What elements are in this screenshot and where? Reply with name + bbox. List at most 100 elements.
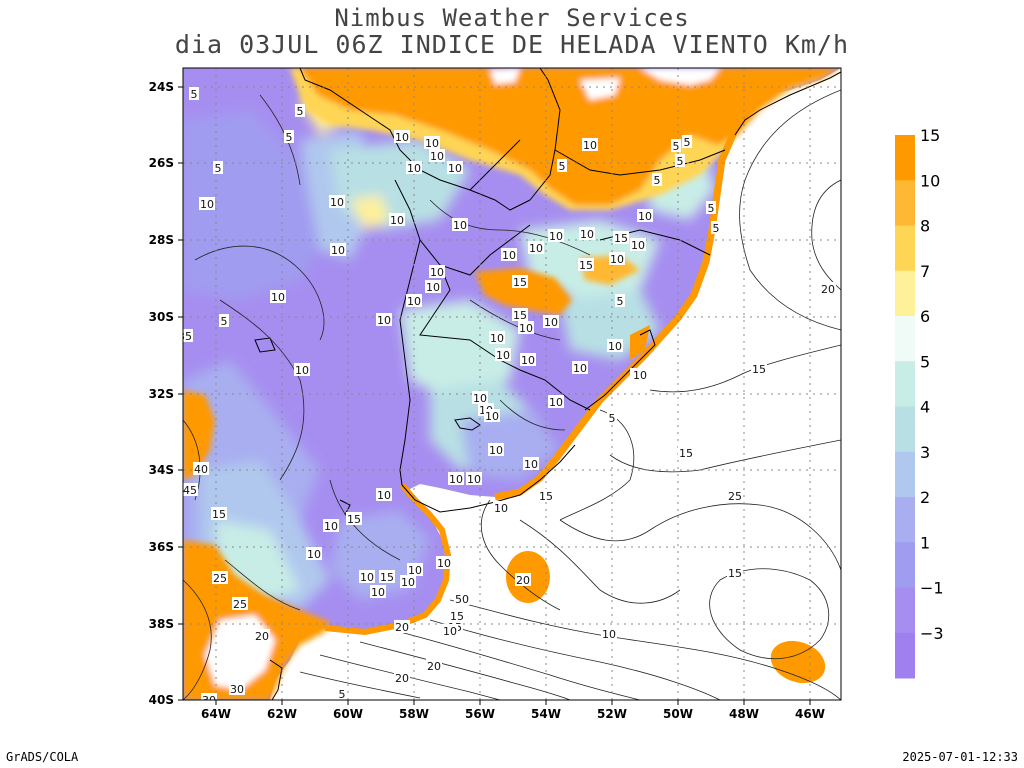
contour-label: 15 <box>728 567 742 580</box>
contour-label: 10 <box>324 520 338 533</box>
contour-label: 10 <box>473 392 487 405</box>
lon-label: 48W <box>729 707 759 721</box>
contour-label-bg <box>727 489 743 502</box>
lon-label: 60W <box>333 707 363 721</box>
contour-label-bg <box>528 241 544 254</box>
contour-label-bg <box>706 201 716 214</box>
contour-label-bg <box>0 0 5 6</box>
contour-label: 10 <box>407 295 421 308</box>
contour-label-bg <box>429 149 445 162</box>
contour-label: 15 <box>752 363 766 376</box>
contour-label-bg <box>727 566 743 579</box>
contour-label: 10 <box>521 354 535 367</box>
lat-label: 26S <box>149 156 174 170</box>
plot-frame <box>182 67 842 701</box>
contour-label: 5 <box>0 0 4 7</box>
contour-label: 10 <box>638 210 652 223</box>
contour-label: 15 <box>513 276 527 289</box>
contour-label-bg <box>515 573 531 586</box>
lat-label: 30S <box>149 310 174 324</box>
contour-label-bg <box>630 238 646 251</box>
contour-label-bg <box>199 197 215 210</box>
contour-label-bg <box>579 227 595 240</box>
contour-label-bg <box>671 139 681 152</box>
contour-label: 15 <box>380 571 394 584</box>
contour-label: 5 <box>221 315 228 328</box>
contour-label: 10 <box>610 253 624 266</box>
contour-label: 10 <box>519 322 533 335</box>
contour-label-bg <box>466 472 482 485</box>
contour-label: 10 <box>395 131 409 144</box>
contour-label-bg <box>582 138 598 151</box>
contour-label-bg <box>346 512 362 525</box>
contour-label-bg <box>189 87 199 100</box>
contour-label-bg <box>448 472 464 485</box>
lat-label: 24S <box>149 80 174 94</box>
legend-swatch <box>895 361 915 407</box>
contour-label-bg <box>637 209 653 222</box>
graticule <box>183 68 841 700</box>
contour-label: 10 <box>580 228 594 241</box>
contour-label: 5 <box>215 162 222 175</box>
contour-label-bg <box>436 556 452 569</box>
legend-label: 5 <box>920 352 930 371</box>
contour-label: 10 <box>602 628 616 641</box>
contour-label-bg <box>394 130 410 143</box>
legend-label: 6 <box>920 307 930 326</box>
contour-label: 5 <box>286 131 293 144</box>
contour-label-bg <box>193 462 209 475</box>
legend-label: 15 <box>920 126 940 145</box>
contour-label: 10 <box>549 230 563 243</box>
contour-label-bg <box>454 592 470 605</box>
color-legend: 15 10 8 7 6 5 4 3 2 1 −1 −3 <box>895 126 944 679</box>
lat-label: 38S <box>149 617 174 631</box>
contour-label-bg <box>615 294 625 307</box>
map-subtitle: dia 03JUL 06Z INDICE DE HELADA VIENTO Km… <box>174 30 850 59</box>
contour-label-bg <box>449 609 465 622</box>
legend-swatch <box>895 451 915 498</box>
contour-label-bg <box>425 280 441 293</box>
contour-label: 10 <box>496 349 510 362</box>
contour-label-bg <box>426 659 442 672</box>
contour-label-bg <box>213 161 223 174</box>
contour-label-bg <box>548 229 564 242</box>
contour-label-bg <box>306 547 322 560</box>
contour-label-bg <box>495 348 511 361</box>
contour-label-bg <box>543 315 559 328</box>
contour-label: 10 <box>407 162 421 175</box>
contour-label-bg <box>442 624 458 637</box>
contour-label: 10 <box>408 564 422 577</box>
contour-label: 30 <box>230 683 244 696</box>
lon-label: 58W <box>399 707 429 721</box>
lon-label: 46W <box>795 707 825 721</box>
contour-label-bg <box>493 501 509 514</box>
contour-label-bg <box>211 507 227 520</box>
lon-label: 64W <box>201 707 231 721</box>
contour-label: 15 <box>450 610 464 623</box>
contour-label: 10 <box>583 139 597 152</box>
contour-label-bg <box>572 361 588 374</box>
contour-label-bg <box>337 687 347 700</box>
legend-swatch <box>895 542 915 588</box>
legend-swatch <box>895 135 915 181</box>
contour-label: 10 <box>390 214 404 227</box>
contour-label: 20 <box>395 672 409 685</box>
contour-label: 10 <box>573 362 587 375</box>
contour-label: 15 <box>513 309 527 322</box>
contour-label: 5 <box>708 202 715 215</box>
lon-label: 62W <box>267 707 297 721</box>
contour-label-bg <box>201 693 217 700</box>
contour-label-bg <box>394 620 410 633</box>
contour-label-bg <box>232 597 248 610</box>
contour-label: 10 <box>0 0 7 7</box>
contour-label: 20 <box>255 630 269 643</box>
contour-label-bg <box>229 682 245 695</box>
contour-label-bg <box>488 443 504 456</box>
wind-contours <box>183 89 841 700</box>
lat-label: 40S <box>149 693 174 707</box>
contour-label: 5 <box>339 688 346 701</box>
legend-label: −3 <box>920 624 944 643</box>
contour-label: 5 <box>191 88 198 101</box>
contour-label-bg <box>447 161 463 174</box>
contour-label-bg <box>183 483 198 496</box>
